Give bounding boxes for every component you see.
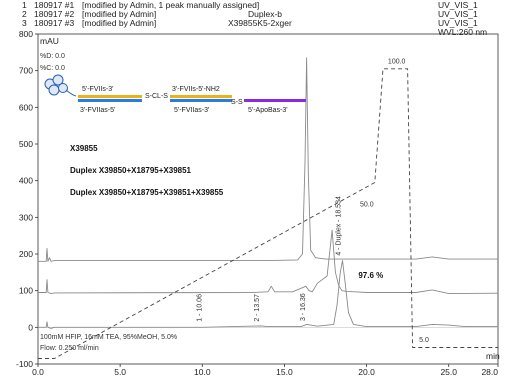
strand-right-bar <box>244 99 306 102</box>
x-tick-label: 25.0 <box>440 367 457 376</box>
header-line-2: 2 180917 #2 [modified by Admin] Duplex-b… <box>22 9 478 19</box>
y-tick-label: 400 <box>19 176 33 186</box>
molecule-icon <box>44 74 77 97</box>
header-note-2: [modified by Admin] <box>82 9 156 19</box>
gradient-label: 5.0 <box>419 337 429 344</box>
header-run-1: 180917 #1 <box>34 0 74 10</box>
chromatogram-header: 1 180917 #1 [modified by Admin, 1 peak m… <box>22 0 487 37</box>
y-tick-label: 800 <box>19 29 33 39</box>
legend-item-3: Duplex X39850+X18795+X39851+X39855 <box>70 188 224 197</box>
header-sample-3: X39855K5-2xger <box>228 18 292 28</box>
header-channel-2: UV_VIS_1 <box>438 9 478 19</box>
header-line-1: 1 180917 #1 [modified by Admin, 1 peak m… <box>22 0 478 10</box>
peak-label: 3 - 16.36 <box>300 293 307 321</box>
flow-rate-text: Flow: 0.250 ml/min <box>40 345 99 352</box>
x-tick-label: 28.0 <box>481 367 498 376</box>
strand-left-bottom: 3'-FVIIas-5' <box>80 107 115 114</box>
strand-mid-antisense-bar <box>170 99 232 102</box>
header-run-2: 180917 #2 <box>34 9 74 19</box>
legend-item-2: Duplex X39850+X18795+X39851 <box>70 166 192 175</box>
header-run-3: 180917 #3 <box>34 18 74 28</box>
y-tick-label: 700 <box>19 66 33 76</box>
y-tick-label: 600 <box>19 102 33 112</box>
annotation-group: 100.0 50.0 5.0 1 - 10.06 2 - 13.57 3 - 16.36 4… <box>196 58 429 344</box>
method-text-d: %D: 0.0 <box>40 53 65 60</box>
strand-right: 5'-ApoBas-3' <box>248 107 288 114</box>
peak-label: 4 - Duplex - 18.534 <box>335 196 342 256</box>
strand-mid-bottom: 5'-FVIIas-3' <box>174 107 209 114</box>
header-channel-3: UV_VIS_1 <box>438 18 478 28</box>
header-marker-2: 2 <box>22 9 27 19</box>
trace-2 <box>38 229 499 295</box>
x-tick-label: 20.0 <box>358 367 375 376</box>
y-tick-label: 200 <box>19 249 33 259</box>
header-line-3: 3 180917 #3 [modified by Admin] X39855K5… <box>22 18 478 28</box>
strand-left-antisense-bar <box>78 99 142 102</box>
y-axis-label: mAU <box>40 36 59 46</box>
y-tick-label: -100 <box>16 359 33 369</box>
y-tick-label: 100 <box>19 286 33 296</box>
disulfide-label: S-S <box>231 99 243 106</box>
x-tick-label: 5.0 <box>114 367 126 376</box>
header-note-3: [modified by Admin] <box>82 18 156 28</box>
x-tick-label: 10.0 <box>194 367 211 376</box>
plot-frame <box>37 33 499 365</box>
legend-item-1: X39855 <box>70 144 98 153</box>
header-note-1: [modified by Admin, 1 peak manually assi… <box>82 0 259 10</box>
x-tick-label: 15.0 <box>276 367 293 376</box>
x-axis: 0.0 5.0 10.0 15.0 20.0 25.0 28.0 <box>32 364 499 376</box>
y-tick-label: 0 <box>28 322 33 332</box>
linker-label: S-CL-S <box>145 93 168 100</box>
strand-left-top: 5'-FVIIs-3' <box>82 86 113 93</box>
gradient-label: 100.0 <box>388 58 406 65</box>
y-tick-label: 500 <box>19 139 33 149</box>
percent-label: 97.6 % <box>358 271 383 280</box>
header-marker-3: 3 <box>22 18 27 28</box>
method-text-c: %C: 0.0 <box>40 65 65 72</box>
header-sample-2: Duplex-b <box>248 9 282 19</box>
y-tick-label: 300 <box>19 212 33 222</box>
strand-mid-top: 3'-FVIIs-5'-NH2 <box>172 86 220 93</box>
y-axis: -100 0 100 200 300 400 500 600 700 800 <box>16 29 38 369</box>
peak-label: 2 - 13.57 <box>254 294 261 322</box>
strand-mid-sense-bar <box>170 95 232 98</box>
peak-label: 1 - 10.06 <box>196 294 203 322</box>
mobile-phase-text: 100mM HFIP, 16mM TEA, 95%MeOH, 5.0% <box>40 334 177 341</box>
strand-left-sense-bar <box>78 95 142 98</box>
trace-group <box>38 57 499 359</box>
gradient-label: 50.0 <box>360 201 374 208</box>
duplex-diagram: 5'-FVIIs-3' 3'-FVIIas-5' S-CL-S 3'-FVIIs… <box>44 74 306 114</box>
header-marker-1: 1 <box>22 0 27 10</box>
header-channel-1: UV_VIS_1 <box>438 0 478 10</box>
x-axis-label: min <box>486 351 500 361</box>
trace-1 <box>38 57 498 262</box>
gradient-line <box>38 68 498 359</box>
wavelength-label: WVL:260 nm <box>438 27 487 37</box>
x-tick-label: 0.0 <box>32 367 44 376</box>
trace-3 <box>38 260 498 329</box>
